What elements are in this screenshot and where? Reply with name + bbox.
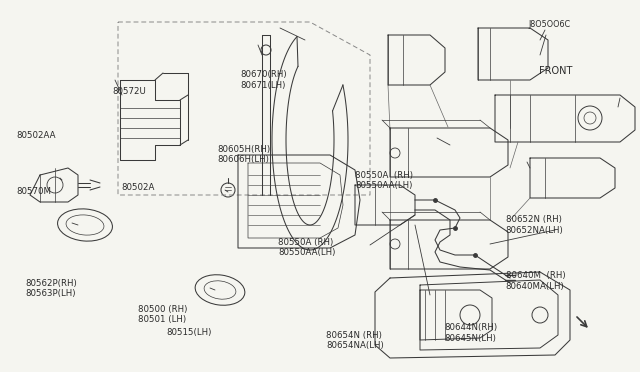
Text: 80570M: 80570M <box>16 187 51 196</box>
Text: FRONT: FRONT <box>539 66 572 76</box>
Text: 80515(LH): 80515(LH) <box>166 328 212 337</box>
Text: 80652N (RH)
80652NA(LH): 80652N (RH) 80652NA(LH) <box>506 215 563 235</box>
Text: 80654N (RH)
80654NA(LH): 80654N (RH) 80654NA(LH) <box>326 331 384 350</box>
Text: 80502AA: 80502AA <box>16 131 56 140</box>
Text: 80550A  (RH)
80550AA(LH): 80550A (RH) 80550AA(LH) <box>355 171 413 190</box>
Text: 80550A (RH)
80550AA(LH): 80550A (RH) 80550AA(LH) <box>278 238 336 257</box>
Text: 80502A: 80502A <box>122 183 155 192</box>
Text: J8O5OO6C: J8O5OO6C <box>528 20 570 29</box>
Text: 80640M  (RH)
80640MA(LH): 80640M (RH) 80640MA(LH) <box>506 271 565 291</box>
Text: 80562P(RH)
80563P(LH): 80562P(RH) 80563P(LH) <box>26 279 77 298</box>
Text: 80670(RH)
80671(LH): 80670(RH) 80671(LH) <box>240 70 287 90</box>
Text: 80572U: 80572U <box>112 87 146 96</box>
Text: 80644N(RH)
80645N(LH): 80644N(RH) 80645N(LH) <box>445 323 498 343</box>
Text: 80605H(RH)
80606H(LH): 80605H(RH) 80606H(LH) <box>218 145 271 164</box>
Text: 80500 (RH)
80501 (LH): 80500 (RH) 80501 (LH) <box>138 305 187 324</box>
